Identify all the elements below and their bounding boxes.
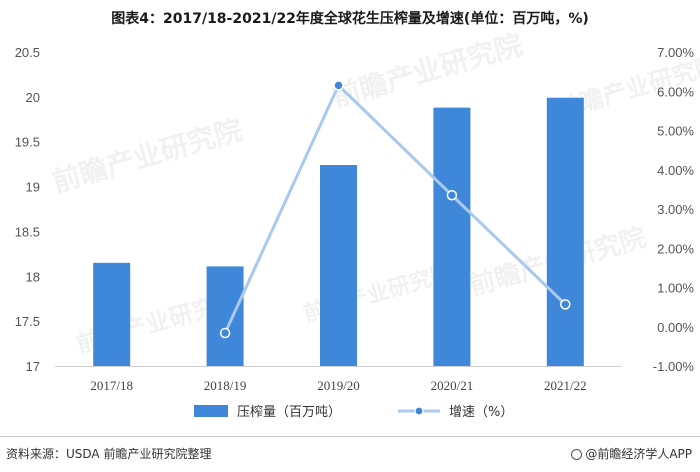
legend-label-volume: 压榨量（百万吨） [237,404,341,420]
left-axis-tick-label: 20 [26,90,40,105]
right-axis-tick-label: 1.00% [657,281,694,296]
left-axis-tick-label: 17 [26,359,40,374]
left-axis-tick-label: 19.5 [15,135,40,150]
growth-point [446,190,458,201]
growth-point [333,80,344,91]
x-axis: 2017/18 2018/19 2019/20 2020/21 2021/22 [90,378,586,393]
bar-2017-18 [93,262,131,366]
left-axis-tick-label: 17.5 [15,314,40,329]
bar-2018-19 [206,266,244,366]
x-axis-tick-label: 2020/21 [431,378,474,393]
x-axis-tick-label: 2021/22 [544,378,587,393]
legend: 压榨量（百万吨） 增速（%） [194,404,513,420]
left-axis-tick-label: 18.5 [15,224,40,239]
watermark-layer: 前瞻产业研究院前瞻产业研究院前瞻产业研究院前瞻产业研究院前瞻产业研究院前瞻产业研… [49,28,700,359]
left-axis-tick-label: 20.5 [15,45,40,60]
growth-line [223,83,567,334]
footer-divider [0,436,700,437]
brand-credit: @前瞻经济学人APP [571,445,692,462]
source-note: 资料来源：USDA 前瞻产业研究院整理 [6,447,212,461]
footer: 资料来源：USDA 前瞻产业研究院整理 @前瞻经济学人APP [0,436,700,472]
chart-title: 图表4：2017/18-2021/22年度全球花生压榨量及增速(单位：百万吨，%… [111,11,589,27]
x-axis-tick-label: 2019/20 [317,378,360,393]
right-axis-tick-label: 7.00% [657,45,694,60]
left-axis-tick-label: 18 [26,269,40,284]
watermark-text: 前瞻产业研究院 [49,113,247,199]
legend-swatch-bar [194,405,228,417]
watermark-text: 前瞻产业研究院 [329,28,527,114]
growth-point [560,299,571,310]
right-axis: -1.00% 0.00% 1.00% 2.00% 3.00% 4.00% 5.00% 6.00… [653,45,695,374]
right-axis-tick-label: 2.00% [657,241,694,256]
bar-series [93,97,584,367]
growth-point [219,327,231,339]
legend-swatch-point [414,406,424,416]
bar-2021-22 [546,97,584,367]
legend-label-growth: 增速（%） [449,405,513,420]
x-axis-tick-label: 2018/19 [204,378,247,393]
bar-2019-20 [320,165,357,366]
right-axis-tick-label: 4.00% [657,163,694,178]
x-axis-tick-label: 2017/18 [90,378,133,393]
left-axis-tick-label: 19 [26,180,40,195]
right-axis-tick-label: 6.00% [657,84,694,99]
right-axis-tick-label: 5.00% [657,124,694,139]
left-axis: 17 17.5 18 18.5 19 19.5 20 20.5 [15,45,40,374]
brand-credit-text: @前瞻经济学人APP [585,447,692,461]
brand-logo-icon [571,449,583,460]
right-axis-tick-label: 0.00% [657,320,694,335]
bar-2020-21 [433,107,471,366]
line-series [219,80,571,339]
right-axis-tick-label: -1.00% [653,359,695,374]
right-axis-tick-label: 3.00% [657,202,694,217]
chart: 前瞻产业研究院前瞻产业研究院前瞻产业研究院前瞻产业研究院前瞻产业研究院前瞻产业研… [15,28,700,420]
